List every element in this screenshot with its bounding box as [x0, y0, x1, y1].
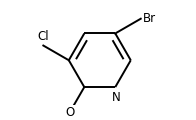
Text: Br: Br — [143, 12, 156, 25]
Text: O: O — [65, 106, 74, 119]
Text: Cl: Cl — [37, 30, 49, 43]
Text: N: N — [112, 91, 121, 104]
